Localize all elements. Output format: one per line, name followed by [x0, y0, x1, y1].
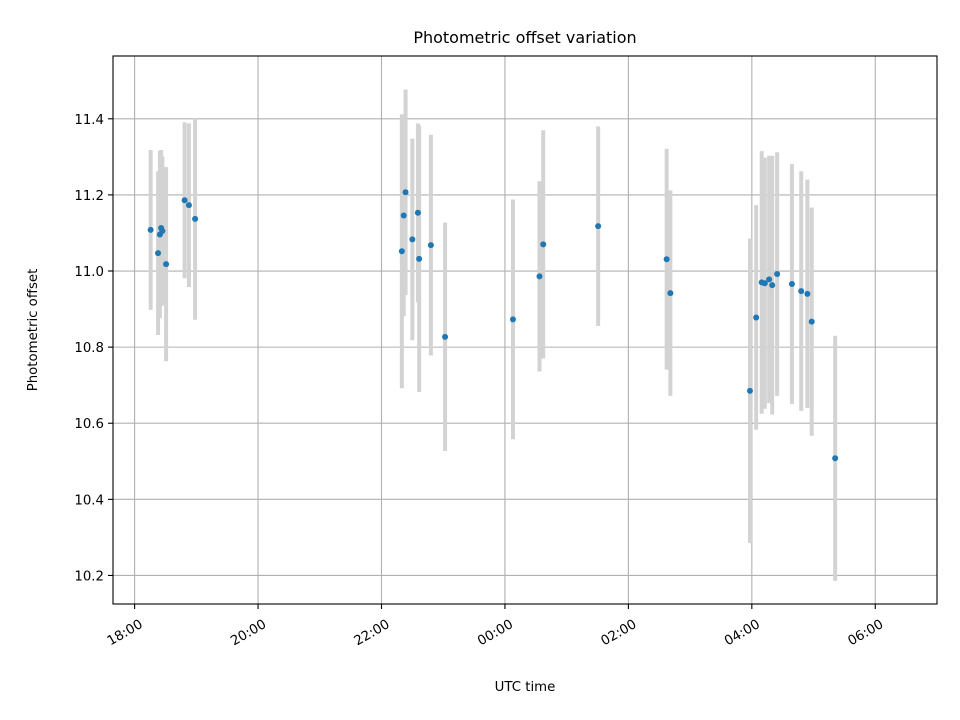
y-tick-label: 11.0	[74, 265, 104, 280]
data-point	[155, 250, 162, 257]
data-point	[159, 228, 166, 235]
y-tick-label: 10.4	[74, 493, 104, 508]
data-point	[595, 223, 602, 230]
data-point	[774, 271, 781, 278]
y-tick-label: 11.4	[74, 113, 104, 128]
data-point	[416, 255, 423, 262]
data-point	[398, 248, 405, 255]
data-point	[536, 273, 543, 280]
data-point	[832, 455, 839, 462]
data-point	[400, 212, 407, 219]
y-tick-label: 10.2	[74, 569, 104, 584]
data-point	[788, 280, 795, 287]
data-point	[147, 226, 154, 233]
data-point	[181, 197, 188, 204]
data-point	[442, 333, 449, 340]
chart-title: Photometric offset variation	[413, 28, 636, 47]
data-point	[804, 290, 811, 297]
data-point	[798, 288, 805, 295]
data-point	[753, 314, 760, 321]
data-point	[761, 280, 768, 287]
y-tick-label: 10.6	[74, 417, 104, 432]
y-tick-label: 10.8	[74, 341, 104, 356]
data-point	[509, 316, 516, 323]
data-point	[185, 202, 192, 209]
data-point	[427, 242, 434, 249]
data-point	[766, 276, 773, 283]
data-point	[192, 215, 199, 222]
data-point	[808, 318, 815, 325]
data-point	[663, 256, 670, 263]
y-axis-ticks: 10.2 10.4 10.6 10.8 11.0 11.2 11.4	[74, 113, 113, 584]
data-point	[163, 261, 170, 268]
data-point	[540, 241, 547, 248]
plot-frame	[112, 55, 938, 605]
data-point	[409, 236, 416, 243]
data-point	[667, 290, 674, 297]
x-axis-label: UTC time	[495, 680, 556, 695]
y-tick-label: 11.2	[74, 189, 104, 204]
data-point	[414, 209, 421, 216]
data-points	[147, 189, 839, 462]
data-point	[402, 189, 409, 196]
y-axis-label: Photometric offset	[26, 269, 41, 392]
data-point	[769, 282, 776, 289]
data-point	[746, 387, 753, 394]
